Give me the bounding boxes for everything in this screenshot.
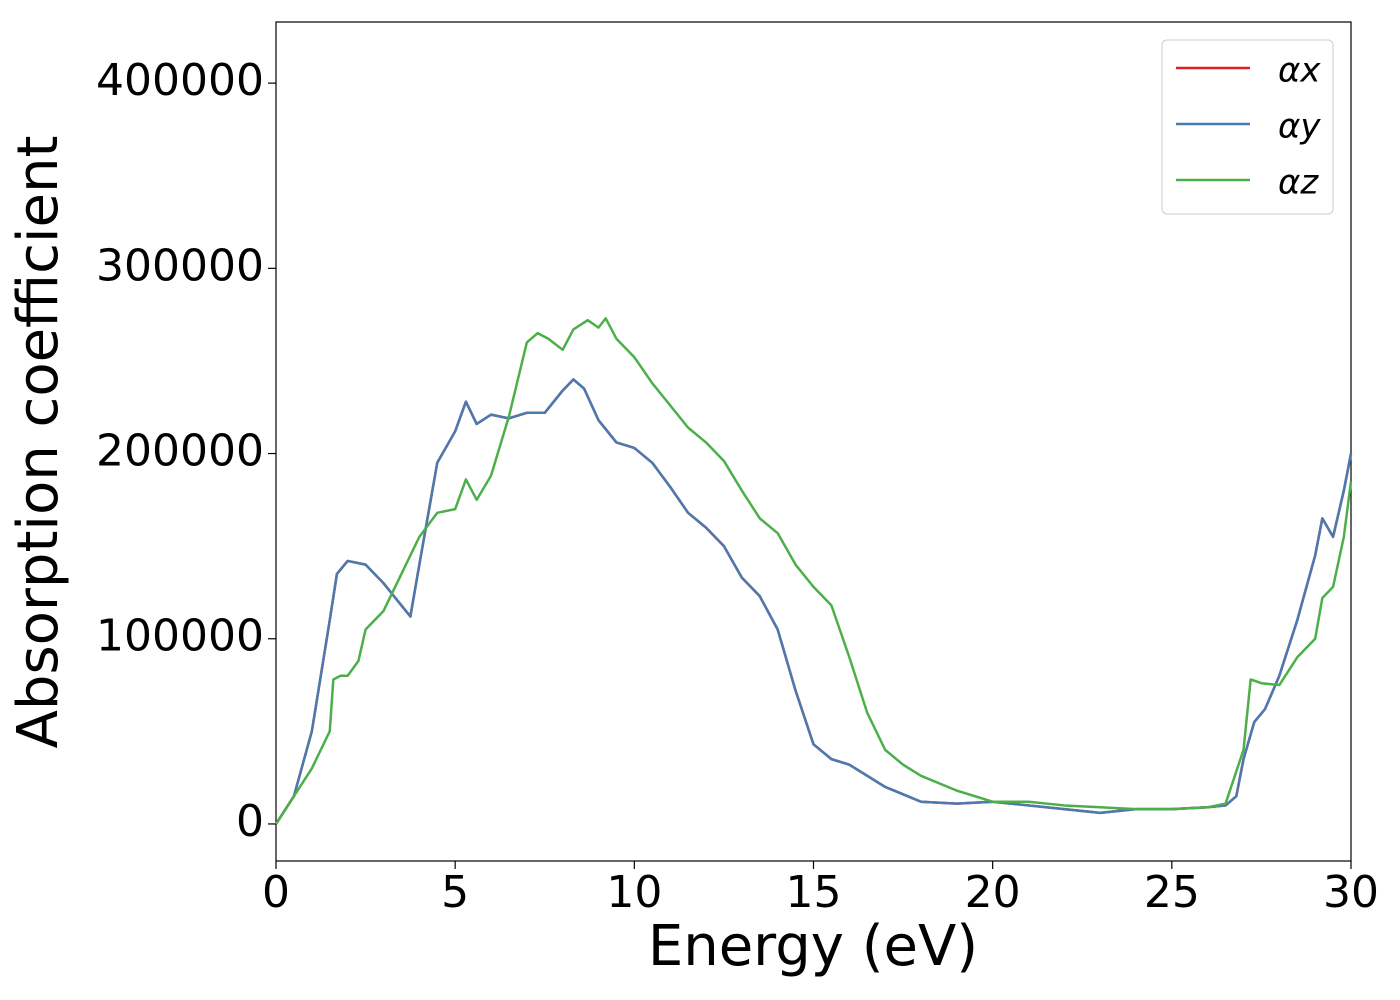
- legend-label: αx: [1278, 51, 1321, 91]
- x-tick-label: 25: [1144, 867, 1200, 918]
- y-tick-label: 0: [236, 796, 264, 847]
- y-tick-label: 400000: [96, 55, 264, 106]
- x-tick-label: 30: [1323, 867, 1379, 918]
- legend-box: [1161, 39, 1334, 215]
- legend-label: αy: [1278, 107, 1321, 147]
- y-tick-label: 100000: [96, 611, 264, 662]
- legend-label: αz: [1278, 163, 1319, 203]
- x-tick-label: 20: [965, 867, 1021, 918]
- x-tick-label: 5: [441, 867, 469, 918]
- x-tick-label: 0: [262, 867, 290, 918]
- x-axis-label: Energy (eV): [648, 914, 978, 979]
- x-tick-label: 10: [606, 867, 662, 918]
- y-tick-label: 200000: [96, 426, 264, 477]
- series-line: [274, 317, 1353, 825]
- y-axis-label: Absorption coefficient: [6, 136, 71, 749]
- series-line: [274, 378, 1353, 825]
- x-tick-label: 15: [786, 867, 842, 918]
- y-tick-label: 300000: [96, 240, 264, 291]
- series-line: [274, 378, 1353, 825]
